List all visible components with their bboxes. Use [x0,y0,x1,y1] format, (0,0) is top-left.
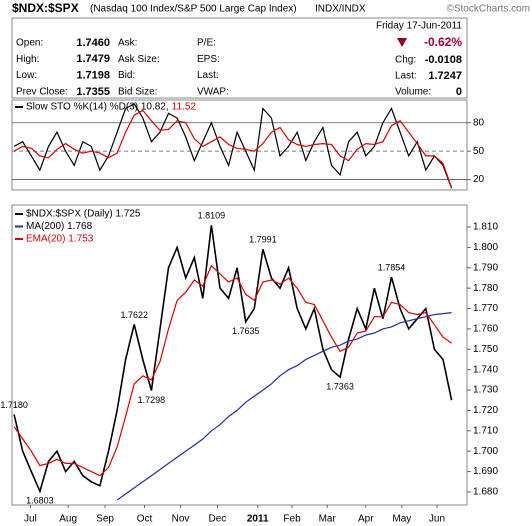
symbol-description: (Nasdaq 100 Index/S&P 500 Large Cap Inde… [90,4,297,15]
quote-label: Bid: [118,70,135,81]
x-tick-label: May [392,514,411,525]
quote-label: Volume: [395,87,431,98]
x-tick-label: Sep [96,514,114,525]
value-label: 1.7635 [232,326,260,336]
value-label: 1.7298 [138,395,166,405]
value-label: 1.7363 [326,382,354,392]
value-label: 1.8109 [198,211,226,221]
quote-label: Prev Close: [16,87,68,98]
legend-entry: EMA(20) 1.753 [26,234,94,245]
y-tick-label: 1.740 [473,364,498,375]
quote-value: 0 [456,86,462,98]
y-tick-label: 1.690 [473,466,498,477]
change-percent: -0.62% [424,35,462,49]
quote-date: Friday 17-Jun-2011 [376,21,462,32]
quote-value: 1.7247 [428,70,462,82]
price-panel [11,204,468,506]
quote-label: Last: [197,70,219,81]
quote-label: Chg: [395,55,416,66]
y-tick-label: 1.730 [473,385,498,396]
quote-value: 1.7460 [76,37,110,49]
y-tick-label: 1.800 [473,242,498,253]
x-tick-label: Jul [24,514,37,525]
oscillator-panel [11,99,468,191]
x-tick-label: Aug [59,514,77,525]
y-tick-label: 1.780 [473,283,498,294]
x-tick-label: Dec [209,514,227,525]
x-tick-label: 2011 [247,514,269,525]
x-tick-label: Jun [429,514,445,525]
quote-value: 1.7198 [76,70,110,82]
y-tick-label: 1.710 [473,425,498,436]
value-label: 1.7854 [378,263,406,273]
series-line [13,102,453,189]
quote-box [11,17,468,99]
legend-entry: Slow STO %K(14) %D(3) 10.82, [26,102,169,113]
y-tick-label: 1.680 [473,487,498,498]
credit: ©StockCharts.com [446,4,530,15]
quote-label: P/E: [197,38,216,49]
value-label: 1.7991 [249,235,277,245]
symbol: $NDX:$SPX [12,1,79,15]
x-tick-label: Apr [358,514,374,525]
value-label: 1.7622 [120,310,148,320]
x-tick-label: Oct [137,514,153,525]
quote-value: -0.0108 [425,54,462,66]
quote-label: Open: [16,38,43,49]
value-label: 1.7180 [0,400,28,410]
y-tick-label: 1.770 [473,303,498,314]
y-tick-label: 1.790 [473,262,498,273]
down-arrow [397,38,407,47]
legend-entry: 11.52 [172,102,197,113]
series-line [13,109,453,188]
series-line [13,225,453,494]
quote-label: High: [16,54,39,65]
quote-label: Last: [395,71,417,82]
quote-value: 1.7355 [76,86,110,98]
y-tick-label: 80 [473,117,485,128]
series-line [116,312,452,501]
value-label: 1.6803 [26,496,54,506]
quote-label: Ask: [118,38,137,49]
quote-value: 1.7479 [76,53,110,65]
y-tick-label: 1.720 [473,405,498,416]
exchange: INDX/INDX [315,4,366,15]
legend-entry: $NDX:$SPX (Daily) 1.725 [26,209,141,220]
x-tick-label: Feb [283,514,301,525]
y-tick-label: 20 [473,174,485,185]
x-tick-label: Mar [319,514,337,525]
x-tick-label: Nov [172,514,190,525]
series-line [13,264,452,477]
quote-label: Low: [16,70,37,81]
y-tick-label: 1.810 [473,222,498,233]
y-tick-label: 1.750 [473,344,498,355]
y-tick-label: 50 [473,146,485,157]
y-tick-label: 1.760 [473,324,498,335]
quote-label: Ask Size: [118,54,160,65]
legend-entry: MA(200) 1.768 [26,221,93,232]
quote-label: VWAP: [197,87,229,98]
y-tick-label: 1.700 [473,446,498,457]
quote-label: Bid Size: [118,87,157,98]
quote-label: EPS: [197,54,220,65]
